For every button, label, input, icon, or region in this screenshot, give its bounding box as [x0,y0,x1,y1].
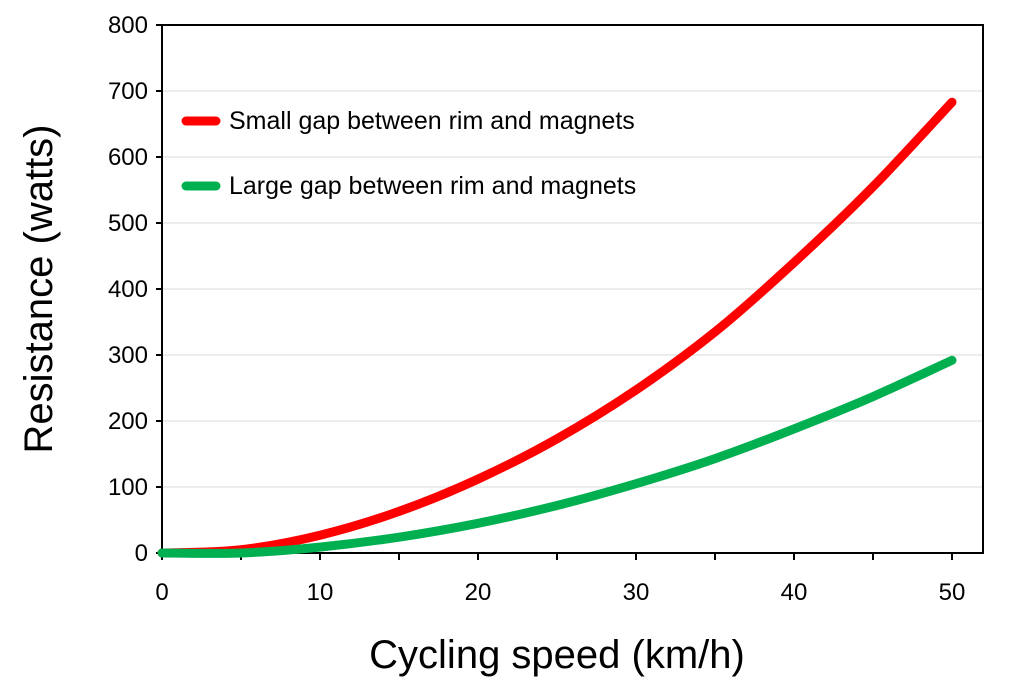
x-axis-title: Cycling speed (km/h) [369,633,745,677]
series-line-1 [157,97,957,558]
x-tick-label: 10 [307,579,334,606]
x-tick-label: 20 [465,579,492,606]
x-tick-label: 0 [155,579,168,606]
grid-lines [162,90,983,488]
x-tick-label: 50 [939,579,966,606]
x-tick-label: 40 [781,579,808,606]
y-tick-label: 500 [108,210,148,237]
legend-label-2: Large gap between rim and magnets [229,172,636,200]
x-tick-label: 30 [623,579,650,606]
y-tick-label: 100 [108,474,148,501]
y-tick-label: 800 [108,12,148,39]
y-axis-title: Resistance (watts) [17,125,61,454]
y-tick-label: 400 [108,276,148,303]
y-tick-label: 300 [108,342,148,369]
legend-label-1: Small gap between rim and magnets [229,107,635,135]
series-layer [157,97,957,558]
y-tick-label: 0 [135,540,148,567]
axis-ticks: 0 100 200 300 400 500 600 700 800 0 10 20 30 40 50 [108,12,965,606]
y-tick-label: 200 [108,408,148,435]
legend: Small gap between rim and magnets Large g… [181,107,636,200]
y-tick-label: 700 [108,78,148,105]
y-tick-label: 600 [108,144,148,171]
series-line-2 [157,355,957,558]
